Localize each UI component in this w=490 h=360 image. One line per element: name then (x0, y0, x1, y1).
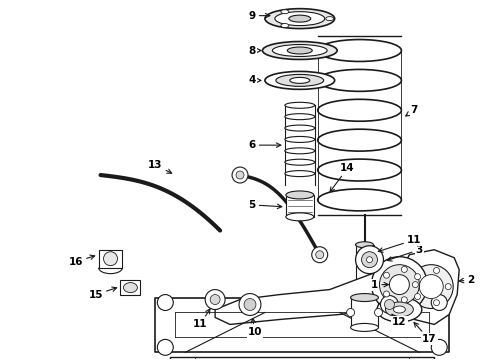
Ellipse shape (123, 283, 137, 293)
Ellipse shape (286, 213, 314, 221)
Text: 8: 8 (248, 45, 261, 55)
Bar (155, 298, 449, 352)
Text: 16: 16 (69, 255, 95, 267)
Ellipse shape (265, 9, 335, 28)
Text: 3: 3 (387, 245, 423, 261)
Ellipse shape (272, 45, 327, 57)
Ellipse shape (286, 191, 314, 199)
Circle shape (413, 282, 418, 288)
Circle shape (445, 284, 451, 289)
Bar (286, 195, 314, 217)
Circle shape (103, 252, 118, 266)
Ellipse shape (356, 297, 373, 302)
Circle shape (384, 291, 390, 297)
Bar (356, 245, 373, 300)
Circle shape (346, 309, 355, 316)
Ellipse shape (289, 15, 311, 22)
Ellipse shape (285, 125, 315, 131)
Circle shape (434, 267, 440, 274)
Text: 7: 7 (406, 105, 418, 116)
Circle shape (232, 167, 248, 183)
Ellipse shape (281, 10, 289, 14)
Circle shape (401, 297, 407, 303)
Circle shape (384, 272, 390, 278)
Ellipse shape (290, 77, 310, 84)
Polygon shape (215, 265, 415, 324)
Text: 15: 15 (88, 287, 117, 300)
Circle shape (380, 296, 398, 314)
Text: 2: 2 (459, 275, 475, 285)
Text: 17: 17 (414, 323, 437, 345)
Ellipse shape (285, 136, 315, 143)
Ellipse shape (281, 23, 289, 27)
Circle shape (312, 247, 328, 263)
Bar (121, 280, 141, 294)
Circle shape (415, 274, 420, 280)
Text: 6: 6 (248, 140, 281, 150)
Circle shape (236, 171, 244, 179)
Circle shape (379, 265, 419, 305)
Circle shape (362, 252, 377, 268)
Ellipse shape (377, 297, 422, 322)
Ellipse shape (350, 293, 378, 302)
Ellipse shape (393, 306, 405, 313)
Ellipse shape (285, 102, 315, 108)
Ellipse shape (276, 75, 324, 86)
Text: 9: 9 (248, 11, 270, 21)
Polygon shape (399, 250, 459, 324)
Circle shape (434, 300, 440, 306)
Circle shape (316, 251, 324, 259)
Text: 5: 5 (248, 200, 282, 210)
Bar (98, 250, 122, 268)
Circle shape (409, 265, 453, 309)
Circle shape (210, 294, 220, 305)
Text: 4: 4 (248, 75, 261, 85)
Circle shape (390, 275, 409, 294)
Circle shape (356, 246, 384, 274)
Ellipse shape (356, 242, 373, 248)
Text: 11: 11 (378, 235, 421, 252)
Circle shape (431, 339, 447, 355)
Circle shape (431, 294, 447, 310)
Ellipse shape (285, 148, 315, 154)
Ellipse shape (285, 159, 315, 165)
Ellipse shape (265, 71, 335, 89)
Circle shape (205, 289, 225, 310)
Circle shape (374, 309, 383, 316)
Circle shape (371, 257, 427, 312)
Text: 14: 14 (330, 163, 355, 192)
Text: 10: 10 (248, 319, 262, 337)
Ellipse shape (386, 302, 414, 317)
Ellipse shape (275, 12, 325, 26)
Circle shape (415, 293, 420, 300)
Text: 1: 1 (371, 280, 389, 289)
Circle shape (367, 257, 372, 263)
Bar (171, 357, 434, 360)
Ellipse shape (263, 41, 337, 59)
Text: 12: 12 (392, 314, 407, 328)
Ellipse shape (350, 323, 378, 332)
Text: 13: 13 (148, 160, 171, 173)
Ellipse shape (326, 17, 334, 21)
Bar (350, 298, 378, 328)
Text: 11: 11 (193, 309, 210, 329)
Ellipse shape (285, 171, 315, 177)
Circle shape (385, 300, 394, 310)
Circle shape (157, 339, 173, 355)
Circle shape (157, 294, 173, 310)
Circle shape (244, 298, 256, 310)
Circle shape (419, 275, 443, 298)
Circle shape (401, 266, 407, 273)
Ellipse shape (285, 114, 315, 120)
Circle shape (239, 293, 261, 315)
Ellipse shape (287, 47, 312, 54)
